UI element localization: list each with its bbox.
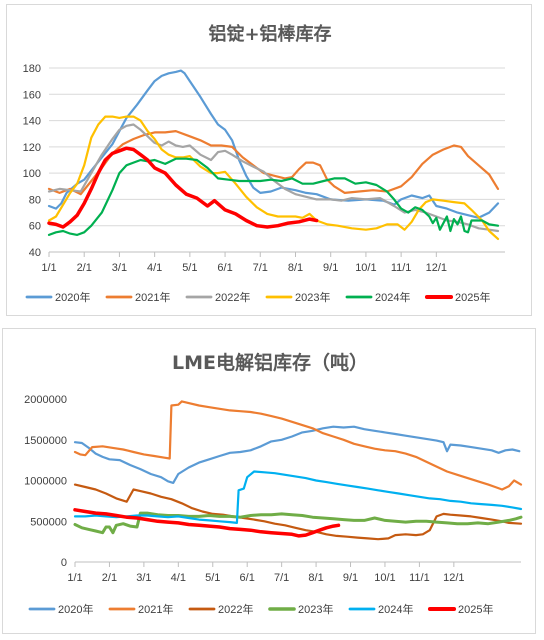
- series-line-2021年: [73, 400, 523, 491]
- chart-title: 铝锭+铝棒库存: [208, 23, 331, 45]
- y-tick-label: 100: [23, 168, 41, 180]
- y-tick-label: 160: [23, 89, 41, 101]
- series-line-2023年: [73, 511, 523, 535]
- lme-aluminum-inventory-chart: LME电解铝库存（吨） 0 500000 1000000 1500000 2000000…: [24, 351, 523, 616]
- x-tick-label: 7/1: [274, 572, 289, 584]
- x-tick-label: 1/1: [67, 572, 82, 584]
- x-tick-label: 8/1: [308, 572, 323, 584]
- series-line-2021年: [47, 130, 500, 196]
- x-tick-label: 2/1: [102, 572, 117, 584]
- legend-label: 2023年: [298, 602, 333, 616]
- legend-label: 2025年: [458, 602, 493, 616]
- series-line-2020年: [47, 69, 500, 219]
- y-tick-label: 2000000: [24, 394, 67, 406]
- aluminum-ingot-rod-inventory-chart: 铝锭+铝棒库存 40 60 80 100 120 140 160 180 1/1 2/1 3/1 4/…: [23, 23, 505, 304]
- legend-label: 2021年: [135, 290, 170, 304]
- legend-label: 2024年: [378, 602, 413, 616]
- x-tick-label: 9/1: [323, 262, 338, 274]
- chart-title: LME电解铝库存（吨）: [172, 351, 368, 374]
- x-tick-label: 11/1: [391, 262, 412, 274]
- x-tick-label: 5/1: [205, 572, 220, 584]
- inventory-chart-panel: 铝锭+铝棒库存 40 60 80 100 120 140 160 180 1/1 2/1 3/1 4/…: [6, 4, 532, 316]
- x-tick-label: 5/1: [182, 262, 197, 274]
- series-line-2020年: [73, 425, 521, 484]
- y-tick-label: 80: [29, 194, 41, 206]
- lme-inventory-chart-panel: LME电解铝库存（吨） 0 500000 1000000 1500000 2000000…: [2, 328, 536, 634]
- legend-label: 2022年: [218, 602, 253, 616]
- x-tick-label: 7/1: [253, 262, 268, 274]
- legend-label: 2022年: [215, 290, 250, 304]
- series-line-2024年: [47, 157, 500, 236]
- x-tick-label: 10/1: [355, 262, 376, 274]
- y-tick-label: 120: [23, 142, 41, 154]
- series-line-2025年: [73, 508, 341, 538]
- x-tick-label: 9/1: [343, 572, 358, 584]
- x-tick-label: 12/1: [443, 572, 464, 584]
- x-tick-label: 2/1: [77, 262, 92, 274]
- y-tick-label: 180: [23, 63, 41, 75]
- x-tick-label: 4/1: [147, 262, 162, 274]
- y-tick-label: 1500000: [24, 435, 67, 447]
- series-line-2025年: [47, 146, 319, 229]
- y-tick-label: 0: [61, 557, 67, 569]
- x-tick-label: 12/1: [426, 262, 447, 274]
- x-tick-label: 1/1: [41, 262, 56, 274]
- legend-label: 2020年: [58, 602, 93, 616]
- x-tick-label: 11/1: [409, 572, 430, 584]
- legend-label: 2021年: [138, 602, 173, 616]
- y-tick-label: 140: [23, 116, 41, 128]
- x-tick-label: 6/1: [240, 572, 255, 584]
- y-tick-label: 500000: [30, 516, 67, 528]
- series-line-2024年: [73, 470, 523, 524]
- x-tick-label: 3/1: [112, 262, 127, 274]
- series-line-2022年: [73, 483, 523, 541]
- y-tick-label: 40: [29, 247, 41, 259]
- legend-label: 2020年: [55, 290, 90, 304]
- x-tick-label: 6/1: [217, 262, 232, 274]
- legend-label: 2023年: [295, 290, 330, 304]
- x-tick-label: 10/1: [374, 572, 395, 584]
- legend-label: 2024年: [375, 290, 410, 304]
- y-tick-label: 1000000: [24, 476, 67, 488]
- x-tick-label: 3/1: [136, 572, 151, 584]
- x-tick-label: 8/1: [288, 262, 303, 274]
- legend-label: 2025年: [455, 290, 490, 304]
- x-tick-label: 4/1: [171, 572, 186, 584]
- y-tick-label: 60: [29, 221, 41, 233]
